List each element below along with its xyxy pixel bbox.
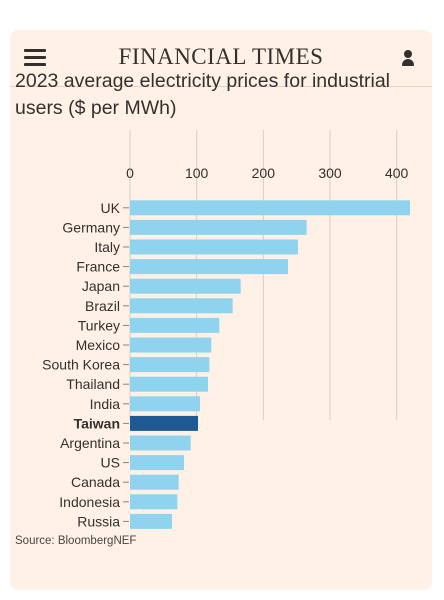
bar bbox=[130, 415, 198, 431]
category-label: Italy bbox=[94, 239, 120, 255]
category-label: Indonesia bbox=[59, 494, 120, 510]
category-label: France bbox=[76, 259, 120, 275]
bar bbox=[130, 278, 241, 294]
category-label: Mexico bbox=[76, 337, 121, 353]
bar bbox=[130, 396, 200, 412]
bar bbox=[130, 337, 212, 353]
category-label: South Korea bbox=[42, 357, 120, 373]
category-label: Taiwan bbox=[74, 415, 120, 431]
x-tick-label: 300 bbox=[318, 165, 342, 181]
category-label: Japan bbox=[82, 278, 120, 294]
category-label: Brazil bbox=[85, 298, 120, 314]
site-header: FINANCIAL TIMES bbox=[10, 30, 432, 87]
category-label: Germany bbox=[62, 219, 120, 235]
category-label: Turkey bbox=[78, 317, 120, 333]
bar bbox=[130, 376, 208, 392]
category-label: Russia bbox=[77, 513, 120, 529]
category-label: UK bbox=[101, 200, 121, 216]
bar bbox=[130, 494, 178, 510]
bar bbox=[130, 435, 191, 451]
x-tick-label: 200 bbox=[252, 165, 276, 181]
hamburger-menu-icon[interactable] bbox=[24, 49, 46, 66]
chart-source: Source: BloombergNEF bbox=[15, 535, 137, 547]
bar bbox=[130, 474, 179, 490]
bar bbox=[130, 513, 172, 529]
category-label: India bbox=[90, 396, 121, 412]
bar bbox=[130, 200, 410, 216]
category-label: US bbox=[101, 455, 120, 471]
chart-title: 2023 average electricity prices for indu… bbox=[15, 70, 391, 119]
bar-chart: 0 100 200 300 400 UK Germany Italy France Japan Br… bbox=[42, 130, 410, 529]
bar bbox=[130, 298, 233, 314]
x-tick-label: 0 bbox=[126, 165, 134, 181]
bar bbox=[130, 239, 298, 255]
bar bbox=[130, 317, 220, 333]
site-brand[interactable]: FINANCIAL TIMES bbox=[118, 44, 324, 69]
category-label: Argentina bbox=[60, 435, 120, 451]
bar bbox=[130, 455, 184, 471]
bar bbox=[130, 357, 210, 373]
x-tick-label: 400 bbox=[385, 165, 409, 181]
x-tick-label: 100 bbox=[185, 165, 209, 181]
category-label: Canada bbox=[71, 474, 120, 490]
user-account-icon[interactable] bbox=[400, 48, 416, 68]
category-label: Thailand bbox=[66, 376, 120, 392]
bar bbox=[130, 259, 288, 275]
bar bbox=[130, 219, 307, 235]
